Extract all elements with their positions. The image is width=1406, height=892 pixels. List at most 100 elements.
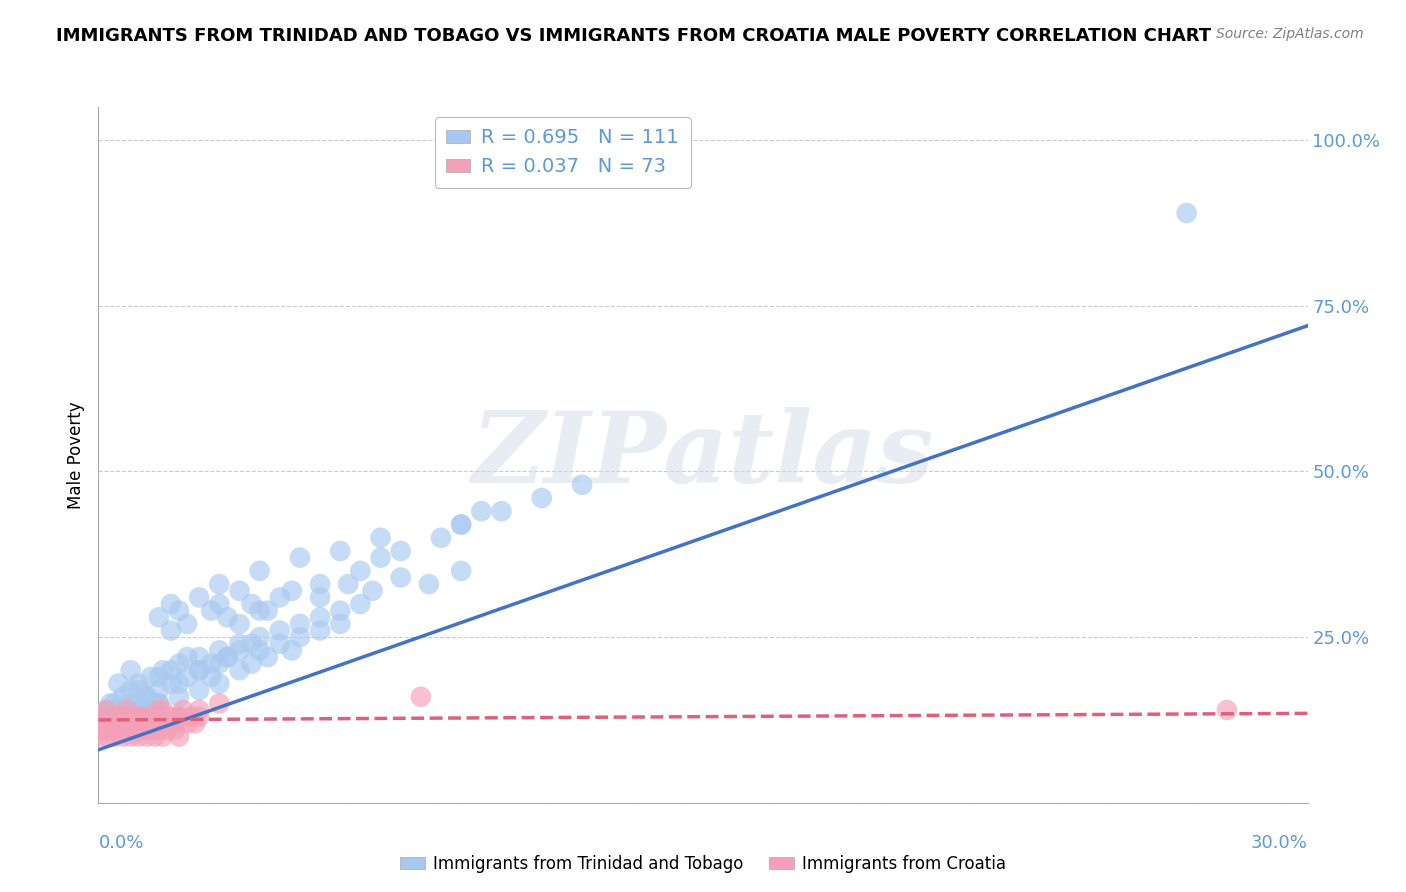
Point [107, 716, 129, 731]
Point [111, 723, 134, 737]
Point [228, 643, 250, 657]
Point [107, 709, 129, 723]
Point [249, 643, 271, 657]
Point [188, 709, 211, 723]
Point [103, 730, 125, 744]
Point [120, 697, 142, 711]
Point [409, 690, 432, 704]
Point [160, 597, 183, 611]
Point [217, 610, 239, 624]
Point [107, 723, 129, 737]
Point [107, 703, 129, 717]
Point [128, 676, 150, 690]
Point [124, 716, 146, 731]
Point [208, 676, 231, 690]
Point [128, 730, 150, 744]
Point [160, 716, 183, 731]
Point [100, 716, 122, 731]
Point [132, 709, 155, 723]
Point [208, 643, 231, 657]
Point [128, 716, 150, 731]
Point [450, 517, 472, 532]
Point [115, 716, 138, 731]
Point [208, 577, 231, 591]
Point [337, 577, 360, 591]
Point [430, 531, 453, 545]
Point [135, 723, 157, 737]
Point [160, 709, 183, 723]
Point [100, 716, 122, 731]
Point [139, 670, 162, 684]
Point [167, 657, 190, 671]
Point [143, 697, 166, 711]
Point [103, 709, 125, 723]
Point [128, 683, 150, 698]
Point [132, 716, 155, 731]
Point [120, 730, 142, 744]
Point [120, 683, 142, 698]
Point [87, 730, 110, 744]
Text: ZIPatlas: ZIPatlas [472, 407, 934, 503]
Point [240, 597, 263, 611]
Point [135, 716, 157, 731]
Point [111, 709, 134, 723]
Point [148, 723, 170, 737]
Point [107, 676, 129, 690]
Point [208, 697, 231, 711]
Point [87, 716, 110, 731]
Point [167, 709, 190, 723]
Point [115, 703, 138, 717]
Point [115, 723, 138, 737]
Point [139, 709, 162, 723]
Point [450, 564, 472, 578]
Point [120, 716, 142, 731]
Point [200, 670, 222, 684]
Point [269, 624, 291, 638]
Point [188, 683, 211, 698]
Point [370, 531, 392, 545]
Point [188, 663, 211, 677]
Point [256, 650, 278, 665]
Point [96, 723, 118, 737]
Point [228, 637, 250, 651]
Point [120, 723, 142, 737]
Point [172, 703, 194, 717]
Point [470, 504, 492, 518]
Point [96, 703, 118, 717]
Point [148, 610, 170, 624]
Point [176, 716, 198, 731]
Legend: Immigrants from Trinidad and Tobago, Immigrants from Croatia: Immigrants from Trinidad and Tobago, Imm… [394, 848, 1012, 880]
Point [176, 670, 198, 684]
Point [228, 663, 250, 677]
Point [148, 697, 170, 711]
Point [124, 723, 146, 737]
Point [249, 630, 271, 644]
Point [167, 604, 190, 618]
Point [91, 723, 114, 737]
Point [217, 650, 239, 665]
Point [148, 670, 170, 684]
Point [176, 650, 198, 665]
Point [87, 716, 110, 731]
Point [111, 730, 134, 744]
Point [281, 583, 304, 598]
Point [152, 709, 174, 723]
Point [96, 730, 118, 744]
Point [288, 630, 311, 644]
Point [120, 663, 142, 677]
Point [160, 624, 183, 638]
Point [329, 544, 352, 558]
Point [418, 577, 440, 591]
Point [269, 591, 291, 605]
Point [143, 730, 166, 744]
Point [103, 697, 125, 711]
Point [115, 716, 138, 731]
Point [228, 616, 250, 631]
Point [128, 723, 150, 737]
Point [91, 709, 114, 723]
Point [100, 716, 122, 731]
Point [180, 709, 202, 723]
Point [160, 676, 183, 690]
Point [309, 624, 332, 638]
Y-axis label: Male Poverty: Male Poverty [67, 401, 86, 508]
